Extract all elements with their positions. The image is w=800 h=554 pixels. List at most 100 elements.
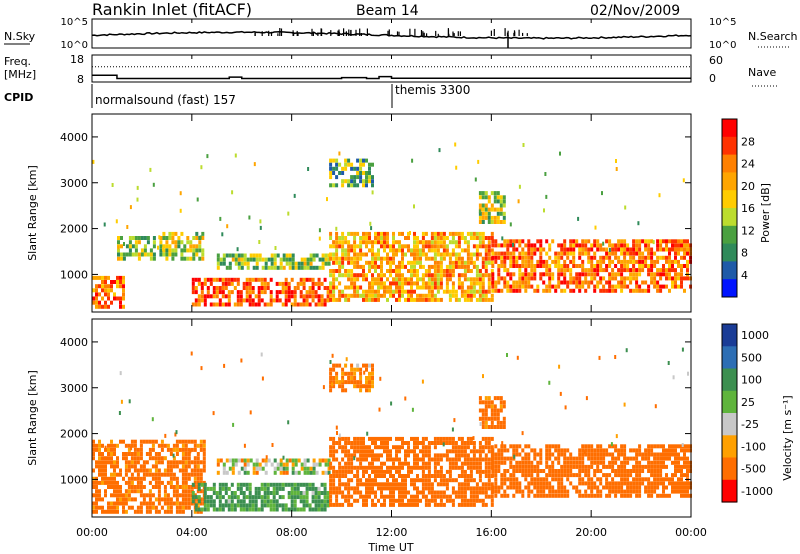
echo-cell [104, 447, 107, 452]
echo-cell [104, 304, 107, 309]
echo-cell [524, 477, 528, 482]
x-tick-label: 12:00 [376, 526, 408, 539]
echo-cell [317, 486, 321, 491]
echo-cell [287, 294, 291, 299]
echo-cell [530, 477, 534, 482]
echo-cell [218, 486, 222, 491]
noise-left-top-tick: 10^5 [61, 17, 88, 28]
echo-cell [344, 436, 348, 441]
echo-cell [101, 304, 104, 309]
echo-cell [439, 244, 443, 249]
echo-cell [365, 363, 368, 368]
echo-cell [157, 497, 161, 502]
echo-cell [347, 273, 351, 278]
echo-cell [410, 281, 413, 286]
echo-cell [386, 260, 389, 265]
echo-cell [371, 441, 374, 445]
echo-cell [120, 399, 123, 404]
echo-cell [638, 477, 642, 482]
echo-cell [344, 380, 348, 385]
echo-cell [320, 499, 324, 504]
echo-cell [197, 499, 201, 504]
echo-cell [254, 294, 258, 299]
echo-cell [644, 243, 648, 248]
echo-cell [563, 247, 567, 252]
echo-cell [563, 272, 567, 277]
echo-cell [671, 460, 674, 465]
echo-cell [285, 458, 289, 463]
echo-cell [545, 251, 549, 256]
echo-cell [413, 478, 416, 483]
echo-cell [503, 243, 507, 248]
echo-cell [332, 260, 336, 265]
echo-cell [466, 293, 470, 298]
echo-cell [261, 265, 265, 270]
echo-cell [686, 259, 689, 264]
echo-cell [344, 236, 348, 240]
echo-cell [530, 489, 534, 494]
echo-cell [515, 247, 519, 252]
echo-cell [389, 482, 392, 487]
echo-cell [303, 257, 307, 262]
echo-cell [294, 470, 298, 475]
echo-cell [554, 477, 558, 482]
echo-cell [392, 502, 395, 507]
echo-cell [554, 288, 558, 293]
echo-cell [368, 231, 371, 236]
echo-cell [311, 482, 315, 487]
echo-cell [548, 255, 552, 260]
echo-cell [183, 256, 187, 261]
echo-cell [605, 452, 609, 457]
echo-cell [329, 502, 333, 507]
echo-cell [344, 453, 348, 458]
echo-cell [530, 264, 534, 268]
echo-cell [659, 473, 663, 478]
echo-cell [527, 452, 531, 457]
echo-cell [398, 445, 401, 450]
echo-cell [539, 477, 543, 482]
echo-cell [362, 457, 365, 462]
echo-cell [107, 480, 110, 485]
echo-cell [686, 456, 689, 461]
echo-cell [290, 486, 294, 491]
echo-cell [454, 445, 458, 450]
echo-cell [163, 497, 167, 502]
echo-cell [563, 288, 567, 293]
echo-cell [332, 502, 336, 507]
echo-cell [569, 288, 573, 293]
echo-cell [413, 269, 416, 273]
echo-cell [130, 439, 134, 444]
echo-cell [184, 464, 188, 469]
echo-cell [203, 495, 207, 500]
freq-label: Freq. [4, 55, 31, 68]
echo-cell [332, 158, 336, 163]
echo-cell [276, 265, 280, 270]
echo-cell [359, 171, 363, 175]
echo-cell [227, 277, 231, 282]
echo-cell [608, 259, 612, 264]
echo-cell [593, 243, 597, 248]
echo-cell [656, 247, 660, 252]
noise-right-bottom-tick: 10^0 [709, 40, 736, 51]
echo-cell [356, 244, 360, 249]
echo-cell [674, 239, 677, 244]
echo-cell [407, 453, 410, 458]
echo-cell [101, 284, 104, 289]
echo-cell [457, 285, 461, 290]
echo-cell [605, 481, 609, 486]
echo-cell [599, 456, 603, 461]
echo-cell [228, 253, 232, 258]
echo-cell [481, 482, 485, 487]
echo-cell [119, 296, 122, 301]
echo-cell [245, 503, 249, 508]
echo-cell [329, 183, 333, 188]
echo-cell [257, 302, 261, 307]
echo-cell [407, 277, 410, 282]
echo-cell [518, 481, 522, 486]
echo-cell [421, 449, 425, 454]
echo-cell [249, 257, 253, 262]
echo-cell [240, 265, 244, 270]
echo-cell [353, 273, 357, 278]
echo-cell [650, 485, 654, 490]
echo-cell [430, 281, 434, 286]
